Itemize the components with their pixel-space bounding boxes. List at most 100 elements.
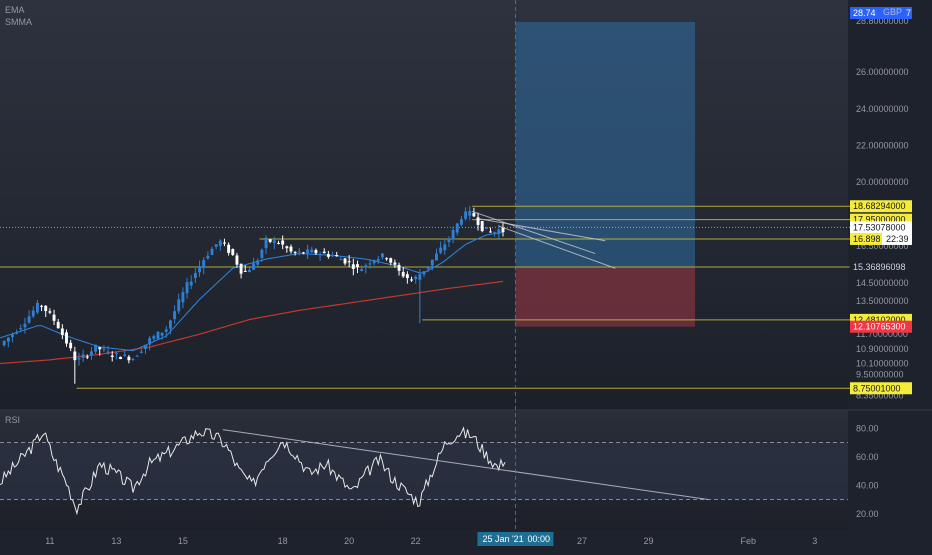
candle-body bbox=[285, 246, 289, 249]
countdown-badge bbox=[882, 232, 912, 245]
long-position-tool[interactable] bbox=[515, 21, 696, 327]
price-tick-label: 13.50000000 bbox=[856, 296, 909, 306]
candle-body bbox=[31, 310, 35, 317]
time-tick-label: 3 bbox=[812, 536, 817, 546]
candle-body bbox=[119, 356, 123, 360]
candle-body bbox=[297, 251, 301, 253]
candle-body bbox=[322, 251, 326, 254]
candle-body bbox=[252, 263, 256, 270]
rsi-tick-label: 20.00 bbox=[856, 509, 879, 519]
smma-indicator-label[interactable]: SMMA bbox=[5, 17, 32, 27]
candle-body bbox=[331, 255, 335, 257]
price-tick-label: 10.90000000 bbox=[856, 344, 909, 354]
candle-body bbox=[306, 249, 310, 254]
price-tick-label: 11.70000000 bbox=[856, 329, 908, 339]
candle-body bbox=[480, 221, 484, 232]
candle-body bbox=[214, 244, 218, 247]
candle-body bbox=[98, 347, 102, 350]
time-tick-label: 15 bbox=[178, 536, 188, 546]
crosshair-time-label: 00:00 bbox=[527, 534, 550, 544]
candle-body bbox=[56, 321, 60, 329]
candle-body bbox=[326, 254, 330, 257]
candle-body bbox=[356, 264, 359, 268]
trendlines[interactable] bbox=[472, 210, 616, 269]
candle-body bbox=[235, 255, 239, 265]
price-tick-label: 24.00000000 bbox=[856, 104, 909, 114]
price-tick-label: 22.00000000 bbox=[856, 140, 909, 150]
rsi-tick-label: 60.00 bbox=[856, 452, 879, 462]
target-badge-price: 28.74 bbox=[853, 8, 876, 18]
candle-body bbox=[497, 229, 501, 235]
candle-body bbox=[135, 355, 139, 357]
price-tick-label: 26.00000000 bbox=[856, 67, 909, 77]
candle-body bbox=[272, 240, 276, 243]
candle-body bbox=[264, 237, 268, 249]
candle-body bbox=[193, 272, 197, 279]
candle-body bbox=[223, 242, 226, 244]
candle-body bbox=[243, 270, 247, 272]
candle-body bbox=[430, 259, 434, 266]
time-tick-label: 13 bbox=[111, 536, 121, 546]
candle-body bbox=[364, 265, 368, 268]
candle-body bbox=[65, 332, 68, 344]
candle-body bbox=[131, 358, 135, 360]
candle-body bbox=[281, 240, 285, 245]
price-tick-label: 9.50000000 bbox=[856, 370, 904, 380]
candle-body bbox=[77, 358, 81, 360]
candle-body bbox=[468, 210, 472, 216]
rsi-indicator-label[interactable]: RSI bbox=[5, 415, 20, 425]
loss-zone bbox=[515, 266, 696, 327]
candle-body bbox=[380, 253, 384, 258]
candle-body bbox=[164, 329, 168, 332]
price-badge bbox=[849, 260, 913, 274]
time-tick-label: 27 bbox=[577, 536, 587, 546]
target-badge bbox=[850, 7, 912, 19]
candle-body bbox=[52, 314, 56, 321]
time-tick-label: 18 bbox=[278, 536, 288, 546]
candle-body bbox=[372, 260, 376, 264]
time-axis[interactable]: 11 13 15 18 20 22 27 29 Feb 3 25 Jan '21 00:00 bbox=[45, 532, 817, 546]
crosshair-date-label: 25 Jan '21 bbox=[482, 534, 523, 544]
candle-body bbox=[15, 332, 19, 334]
price-badge bbox=[850, 382, 912, 395]
candle-body bbox=[210, 248, 214, 255]
price-badge-label: 17.53078000 bbox=[853, 222, 906, 232]
candle-body bbox=[227, 244, 231, 253]
ema-line-group bbox=[0, 231, 504, 352]
price-badge-label: 17.95000000 bbox=[853, 215, 906, 225]
price-tick-label: 8.35000000 bbox=[856, 391, 904, 401]
candle-body bbox=[127, 356, 131, 361]
countdown-label: 22:39 bbox=[886, 234, 909, 244]
candle-body bbox=[414, 276, 418, 280]
candlestick-series bbox=[2, 205, 505, 384]
time-tick-label: 22 bbox=[411, 536, 421, 546]
candle-body bbox=[260, 249, 264, 258]
candle-body bbox=[435, 253, 438, 261]
price-badge-label: 12.10765300 bbox=[853, 322, 906, 332]
price-axis[interactable]: 28.80000000 26.00000000 24.00000000 22.0000… bbox=[856, 16, 909, 519]
candle-body bbox=[168, 320, 172, 329]
candle-body bbox=[85, 356, 89, 358]
candle-body bbox=[94, 344, 98, 352]
price-badge-label: 15.36896098 bbox=[853, 262, 906, 272]
price-badge-label: 16.898 bbox=[853, 234, 881, 244]
candle-body bbox=[476, 217, 480, 225]
candle-body bbox=[144, 344, 147, 349]
candle-body bbox=[48, 311, 52, 313]
ema-indicator-label[interactable]: EMA bbox=[5, 5, 25, 15]
candle-body bbox=[401, 272, 405, 277]
candle-body bbox=[459, 219, 463, 225]
candle-body bbox=[489, 231, 492, 233]
price-tick-label: 20.00000000 bbox=[856, 177, 909, 187]
horizontal-levels[interactable] bbox=[0, 205, 850, 389]
rsi-tick-label: 80.00 bbox=[856, 423, 879, 433]
candle-body bbox=[69, 342, 73, 349]
candle-body bbox=[360, 269, 364, 272]
candle-body bbox=[501, 227, 505, 233]
candle-body bbox=[89, 351, 93, 356]
candle-body bbox=[277, 242, 280, 244]
ema-line bbox=[0, 231, 504, 352]
